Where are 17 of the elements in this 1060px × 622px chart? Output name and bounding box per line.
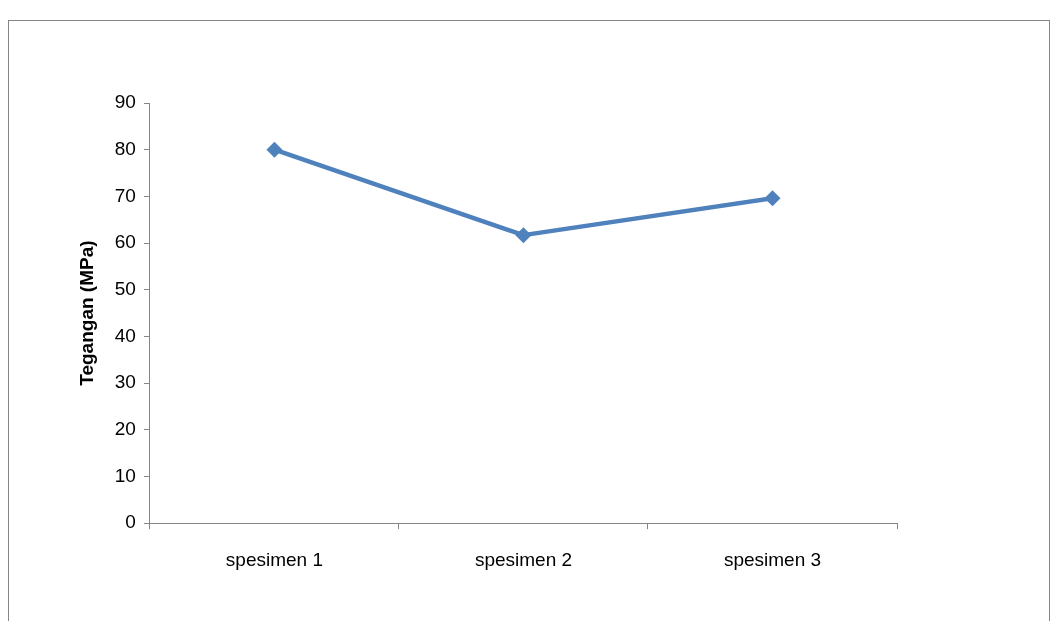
y-tick-label: 30 <box>114 371 136 393</box>
x-tick-label: spesimen 2 <box>474 548 573 570</box>
point <box>764 190 781 207</box>
y-tick-label: 40 <box>114 324 136 346</box>
y-tick-label: 60 <box>114 231 136 253</box>
y-tick-label: 70 <box>114 184 136 206</box>
y-tick-label: 80 <box>114 137 136 159</box>
x-tick-label: spesimen 1 <box>225 548 324 570</box>
y-tick-label: 10 <box>114 464 136 486</box>
point <box>515 227 532 244</box>
y-tick-label: 90 <box>114 91 136 113</box>
point <box>266 141 283 158</box>
y-tick-label: 50 <box>114 277 136 299</box>
y-tick-label: 20 <box>114 418 136 440</box>
y-tick-label: 0 <box>125 511 136 533</box>
x-tick-label: spesimen 3 <box>723 548 822 570</box>
y-axis-title: Tegangan (MPa) <box>75 240 97 386</box>
